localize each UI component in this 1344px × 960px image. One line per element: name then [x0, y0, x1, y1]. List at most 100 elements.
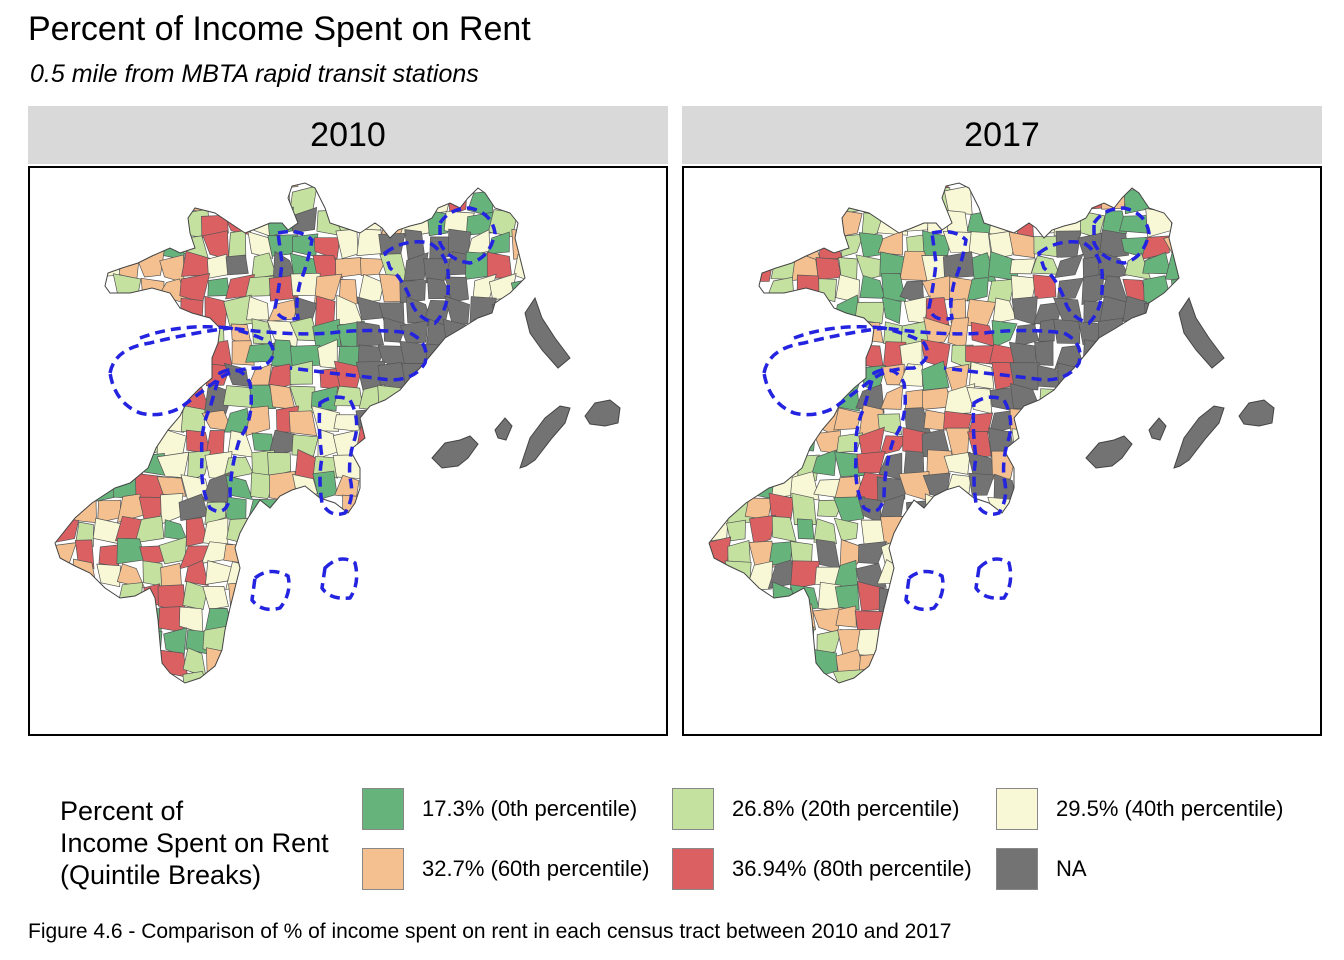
census-tract [356, 426, 382, 454]
census-tract [185, 363, 202, 389]
census-tract [857, 541, 887, 565]
census-tract [943, 383, 976, 415]
census-tract [247, 231, 274, 259]
census-tract [877, 230, 903, 256]
map-2010 [28, 166, 668, 736]
census-tract [966, 277, 989, 302]
census-tract [818, 234, 843, 260]
station-buffer [762, 326, 930, 417]
legend-item-q2: 26.8% (20th percentile) [672, 788, 959, 830]
census-tract [93, 252, 121, 278]
census-tract [839, 539, 863, 569]
census-tract [968, 231, 992, 259]
census-tract [202, 585, 229, 610]
harbor-island [584, 399, 621, 427]
census-tract [356, 321, 385, 347]
station-buffer [250, 569, 291, 612]
census-tract [400, 320, 429, 344]
census-tract [289, 360, 313, 385]
census-tract [898, 363, 924, 387]
legend-item-q4: 32.7% (60th percentile) [362, 848, 649, 890]
legend-label: NA [1056, 856, 1087, 881]
census-tract [269, 187, 292, 216]
census-tract [1099, 229, 1129, 260]
legend-swatch [362, 788, 404, 830]
census-tract [245, 275, 275, 297]
census-tract [357, 273, 385, 304]
census-tract [813, 518, 837, 545]
census-tract [425, 343, 453, 364]
census-tract [186, 429, 211, 455]
census-tract [138, 630, 163, 658]
census-tract [1030, 255, 1060, 275]
census-tract [766, 276, 795, 305]
census-tract [359, 257, 387, 276]
census-tract [225, 254, 249, 276]
legend-title: Percent of Income Spent on Rent (Quintil… [60, 795, 360, 891]
station-buffer [793, 325, 1082, 382]
station-buffer [139, 325, 428, 382]
legend-swatch [996, 788, 1038, 830]
census-tract [160, 562, 182, 589]
census-tract [96, 563, 121, 588]
census-tract [184, 559, 209, 587]
peninsula [1178, 296, 1225, 369]
census-tract [444, 295, 470, 326]
census-tracts [55, 183, 525, 683]
harbor-island [431, 435, 479, 469]
census-tract [156, 476, 187, 497]
station-buffer [317, 395, 359, 516]
harbor-island [1173, 405, 1225, 469]
census-tract [796, 274, 822, 306]
census-tract [855, 628, 884, 658]
legend-label: 29.5% (40th percentile) [1056, 796, 1284, 821]
station-buffer [1036, 240, 1104, 325]
census-tract [883, 606, 907, 635]
census-tract [880, 385, 904, 410]
census-tract [1081, 273, 1105, 305]
legend-item-q1: 17.3% (0th percentile) [362, 788, 637, 830]
census-tract [1008, 231, 1036, 259]
census-tract [158, 536, 187, 565]
legend-title-line: (Quintile Breaks) [60, 860, 262, 890]
census-tract [403, 252, 429, 281]
census-tract [311, 405, 340, 432]
census-tract [182, 580, 209, 611]
legend-swatch [996, 848, 1038, 890]
census-tract [182, 671, 211, 683]
station-buffer [904, 569, 945, 612]
legend-label: 32.7% (60th percentile) [422, 856, 650, 881]
census-tract [227, 604, 255, 635]
census-tract [789, 471, 820, 501]
station-buffer [199, 367, 253, 514]
legend-item-q5: 36.94% (80th percentile) [672, 848, 972, 890]
census-tract [1011, 428, 1042, 458]
legend-label: 17.3% (0th percentile) [422, 796, 638, 821]
census-tract [1009, 258, 1037, 275]
census-tract [356, 296, 383, 321]
legend-item-q3: 29.5% (40th percentile) [996, 788, 1283, 830]
census-tract [424, 187, 453, 216]
census-tract [355, 408, 382, 430]
census-tract [833, 517, 859, 542]
chart-title: Percent of Income Spent on Rent [28, 10, 531, 48]
census-tract [881, 296, 902, 325]
census-tract [790, 427, 817, 452]
legend-title-line: Income Spent on Rent [60, 828, 329, 858]
census-tract [207, 277, 230, 297]
legend-swatch [672, 788, 714, 830]
map-svg-2010 [54, 182, 621, 684]
harbor-island [519, 405, 571, 469]
panel-2010: 2010 [28, 106, 668, 736]
census-tract [164, 519, 188, 541]
census-tract [134, 515, 165, 544]
station-buffer [971, 395, 1013, 516]
panel-2017: 2017 [682, 106, 1322, 736]
station-buffer [108, 326, 276, 417]
harbor-island [494, 417, 513, 441]
census-tract [943, 185, 973, 215]
census-tract [834, 584, 860, 611]
census-tract [491, 303, 515, 328]
census-tract [771, 516, 797, 543]
census-tract [1082, 339, 1103, 366]
